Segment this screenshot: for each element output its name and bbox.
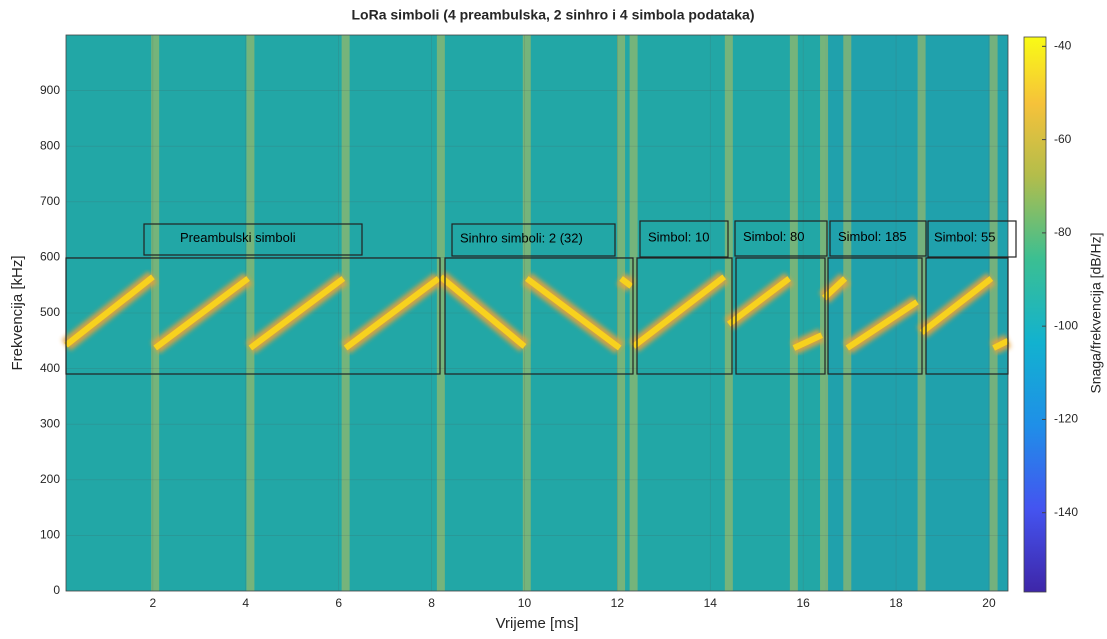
colorbar-tick-label: -120 [1054, 412, 1078, 426]
splatter-band [436, 35, 445, 591]
x-axis-label: Vrijeme [ms] [496, 615, 579, 632]
splatter-band [789, 35, 798, 591]
x-tick-label: 8 [428, 596, 435, 610]
splatter-band [843, 35, 852, 591]
symbol-region [925, 257, 1009, 375]
x-tick-label: 12 [611, 596, 625, 610]
splatter-band [617, 35, 626, 591]
symbol-region [827, 257, 923, 375]
colorbar-tick-label: -40 [1054, 38, 1072, 52]
noise-region [825, 35, 1008, 591]
colorbar-tick-label: -140 [1054, 505, 1078, 519]
y-tick-label: 300 [40, 416, 60, 430]
y-axis-label: Frekvencija [kHz] [9, 255, 26, 370]
chirp [64, 274, 1010, 351]
y-tick-label: 400 [40, 361, 60, 375]
y-tick-label: 100 [40, 528, 60, 542]
y-tick-label: 800 [40, 138, 60, 152]
y-tick-label: 700 [40, 194, 60, 208]
splatter-band [151, 35, 160, 591]
splatter-band [724, 35, 733, 591]
splatter-band [341, 35, 350, 591]
splatter-band [989, 35, 998, 591]
symbol-region [636, 257, 733, 375]
y-tick-label: 500 [40, 305, 60, 319]
x-tick-label: 20 [982, 596, 996, 610]
colorbar [1023, 36, 1047, 593]
symbol-region [444, 257, 634, 375]
x-tick-label: 18 [889, 596, 903, 610]
annotation-box [829, 220, 927, 257]
annotation: Simbol: 55 [934, 229, 995, 244]
symbol-region [735, 257, 826, 375]
x-tick-label: 16 [796, 596, 810, 610]
annotation: Preambulski simboli [180, 230, 296, 245]
annotation: Sinhro simboli: 2 (32) [460, 230, 583, 245]
y-tick-label: 900 [40, 83, 60, 97]
annotation-box [734, 220, 828, 257]
x-tick-label: 14 [704, 596, 718, 610]
splatter-band [246, 35, 255, 591]
x-tick-label: 6 [335, 596, 342, 610]
colorbar-tick-label: -80 [1054, 225, 1072, 239]
chart-title: LoRa simboli (4 preambulska, 2 sinhro i … [352, 7, 755, 23]
annotation: Simbol: 80 [743, 229, 804, 244]
colorbar-label: Snaga/frekvencija [dB/Hz] [1088, 232, 1104, 393]
annotation-box [927, 220, 1017, 258]
y-tick-label: 0 [53, 583, 60, 597]
annotation-box [143, 223, 363, 256]
annotation-box [451, 223, 616, 257]
y-tick-label: 600 [40, 250, 60, 264]
colorbar-tick-label: -60 [1054, 132, 1072, 146]
x-tick-label: 2 [150, 596, 157, 610]
splatter-band [820, 35, 829, 591]
y-tick-label: 200 [40, 472, 60, 486]
splatter-band [522, 35, 531, 591]
symbol-region [65, 257, 441, 375]
annotation: Simbol: 185 [838, 229, 907, 244]
splatter-band [629, 35, 638, 591]
annotation: Simbol: 10 [648, 229, 709, 244]
annotation-box [639, 220, 729, 258]
colorbar-tick-label: -100 [1054, 318, 1078, 332]
x-tick-label: 4 [242, 596, 249, 610]
x-tick-label: 10 [518, 596, 532, 610]
